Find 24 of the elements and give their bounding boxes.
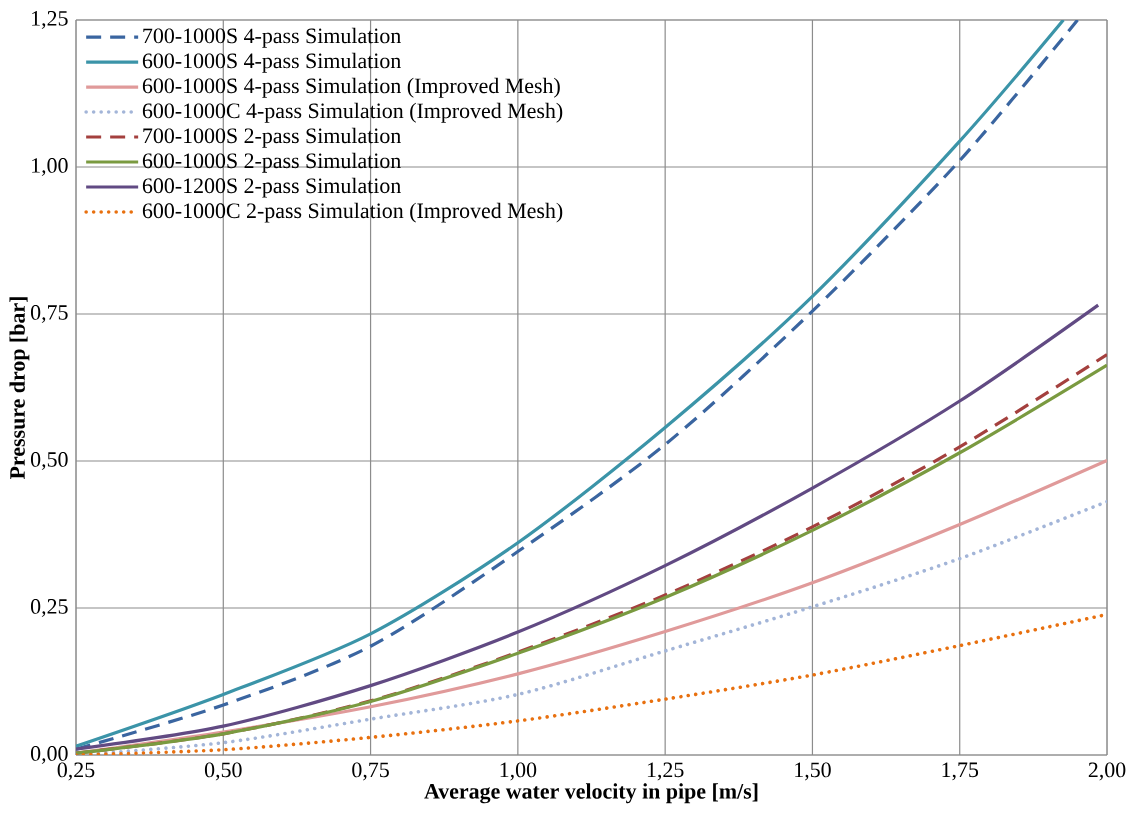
y-tick-label: 0,50 [30,452,68,470]
legend-label: 600-1000S 4-pass Simulation (Improved Mesh) [142,77,560,98]
x-tick-label: 0,50 [204,762,242,781]
x-tick-label: 0,25 [57,762,95,781]
legend-label: 600-1000S 2-pass Simulation [142,152,401,173]
legend-label: 600-1000S 4-pass Simulation [142,52,401,73]
legend-label: 600-1000C 4-pass Simulation (Improved Mesh) [142,102,563,123]
y-axis-title: Pressure drop [bar] [9,297,30,480]
x-axis-title: Average water velocity in pipe [m/s] [424,783,758,804]
y-tick-label: 0,25 [30,599,68,617]
y-tick-label: 0,75 [30,305,68,323]
x-tick-label: 1,00 [500,762,537,781]
y-tick-label: 1,25 [32,11,68,29]
legend-label: 600-1200S 2-pass Simulation [142,177,401,198]
legend-label: 700-1000S 4-pass Simulation [143,27,401,48]
x-tick-label: 1,50 [795,762,831,781]
y-tick-label: 1,00 [32,158,68,176]
x-tick-label: 2,00 [1088,762,1126,781]
legend-label: 600-1000C 2-pass Simulation (Improved Mesh) [142,202,563,223]
x-tick-label: 1,75 [942,762,979,781]
legend-label: 700-1000S 2-pass Simulation [143,127,401,148]
x-tick-label: 1,25 [647,762,684,781]
x-tick-label: 0,75 [352,762,389,781]
y-tick-label: 0,00 [30,746,68,764]
